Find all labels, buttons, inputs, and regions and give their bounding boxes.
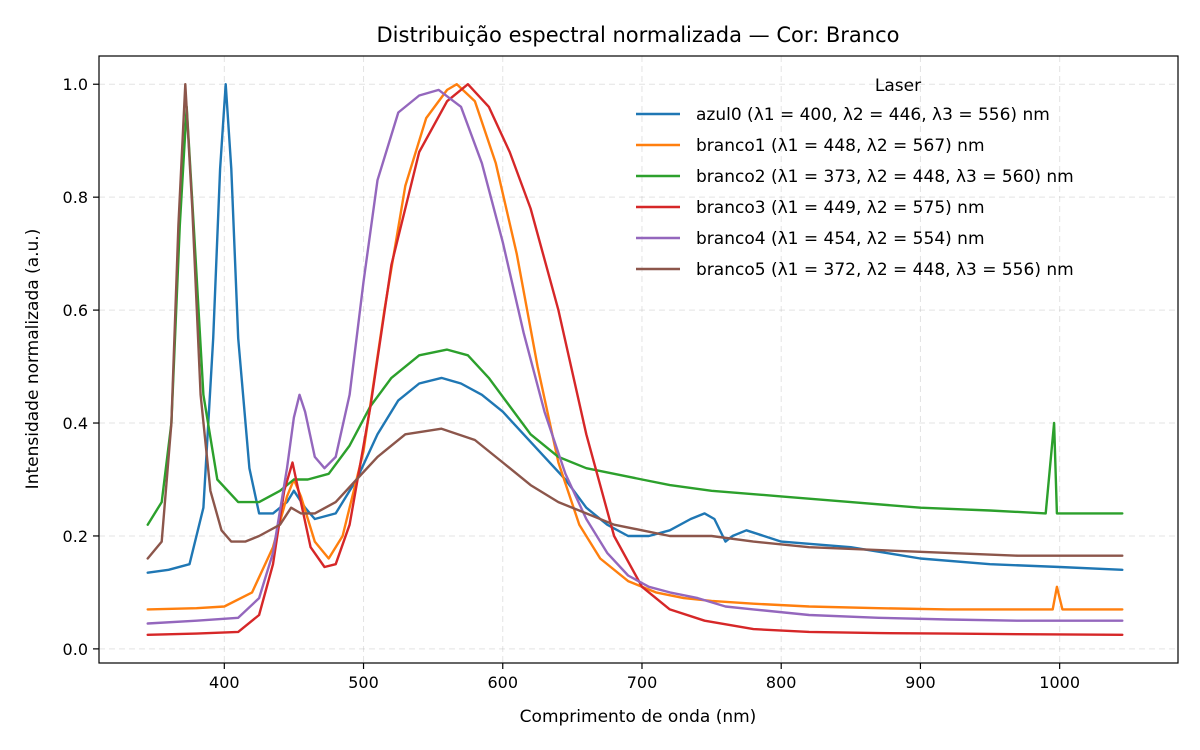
x-tick-label: 800: [766, 673, 797, 692]
y-tick-label: 0.6: [63, 301, 88, 320]
plot-frame: [98, 55, 1179, 664]
series-line-3: [146, 105, 1124, 526]
y-tick-label: 0.4: [63, 414, 88, 433]
grid: [99, 56, 1178, 663]
y-axis: 0.0 0.2 0.4 0.6 0.8 1.0: [63, 75, 99, 659]
y-tick-label: 0.0: [63, 640, 88, 659]
y-tick-label: 0.8: [63, 188, 88, 207]
chart-title: Distribuição espectral normalizada — Cor…: [377, 23, 900, 47]
series-line-6: [146, 83, 1124, 560]
x-tick-label: 900: [905, 673, 936, 692]
legend-label: branco2 (λ1 = 373, λ2 = 448, λ3 = 560) n…: [696, 167, 1074, 187]
x-tick-label: 600: [487, 673, 518, 692]
legend-label: branco3 (λ1 = 449, λ2 = 575) nm: [696, 198, 985, 218]
x-axis: 400 500 600 700 800 900 1000: [209, 663, 1080, 692]
series-line-4: [146, 83, 1124, 636]
y-axis-label: Intensidade normalizada (a.u.): [23, 229, 43, 490]
x-tick-label: 400: [209, 673, 240, 692]
plot-area: [146, 83, 1124, 636]
x-tick-label: 500: [348, 673, 379, 692]
legend: Laser azul0 (λ1 = 400, λ2 = 446, λ3 = 55…: [636, 76, 1074, 280]
legend-label: branco5 (λ1 = 372, λ2 = 448, λ3 = 556) n…: [696, 260, 1074, 280]
legend-label: branco1 (λ1 = 448, λ2 = 567) nm: [696, 136, 985, 156]
series-layer: [146, 83, 1124, 636]
series-line-5: [146, 88, 1124, 625]
x-axis-label: Comprimento de onda (nm): [520, 707, 757, 727]
legend-items: azul0 (λ1 = 400, λ2 = 446, λ3 = 556) nm b…: [636, 105, 1074, 280]
y-tick-label: 1.0: [63, 75, 88, 94]
y-tick-label: 0.2: [63, 527, 88, 546]
legend-label: branco4 (λ1 = 454, λ2 = 554) nm: [696, 229, 985, 249]
x-tick-label: 1000: [1039, 673, 1080, 692]
legend-label: azul0 (λ1 = 400, λ2 = 446, λ3 = 556) nm: [696, 105, 1050, 125]
x-tick-label: 700: [627, 673, 658, 692]
legend-title: Laser: [875, 76, 921, 96]
